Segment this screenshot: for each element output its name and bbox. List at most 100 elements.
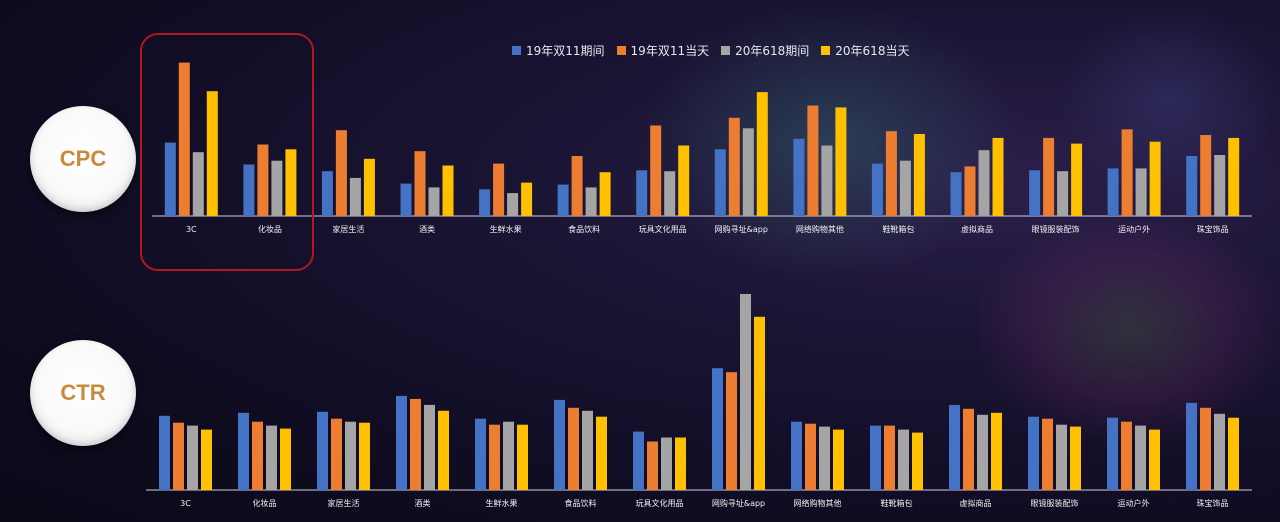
cpc-bar [793,138,805,216]
cpc-badge: CPC [30,106,136,212]
ctr-bar [1056,424,1067,490]
ctr-bar [159,415,170,491]
cpc-bar [807,105,819,216]
cpc-bar [650,125,662,216]
ctr-bar [238,412,249,490]
ctr-bar [819,426,830,490]
ctr-bar [187,425,198,490]
ctr-bar [1121,421,1132,490]
ctr-bar [726,372,737,490]
cpc-bar [349,177,361,216]
ctr-bar [791,421,802,490]
cpc-category-label: 生鲜水果 [490,224,522,234]
ctr-chart: 3C 化妆品 家居生活 酒类 生鲜水果 食品饮料 玩具文化用品 网购寻址&app 网络购物其他 鞋… [146,294,1252,508]
ctr-bar [317,411,328,490]
ctr-bar [201,429,212,490]
cpc-category-label: 虚拟商品 [961,224,993,234]
cpc-bar [1029,170,1041,216]
cpc-category-label: 网购寻址&app [715,224,768,234]
ctr-category-label: 酒类 [415,498,431,508]
cpc-bar [206,91,218,216]
cpc-bar [913,134,925,216]
cpc-bar [1057,171,1069,216]
ctr-bar [1028,416,1039,490]
cpc-bar [335,130,347,216]
cpc-bar [363,158,375,216]
cpc-category-label: 3C [186,225,197,234]
cpc-bar [992,137,1004,216]
ctr-bar [1214,413,1225,490]
cpc-bar [756,92,768,216]
ctr-bar [596,416,607,490]
cpc-bar [400,183,412,216]
ctr-bar [554,399,565,490]
cpc-bar [257,144,269,216]
cpc-bar [521,182,533,216]
background-glow [980,220,1280,440]
ctr-bar [647,441,658,490]
cpc-bar [950,172,962,216]
cpc-bar [821,145,833,216]
ctr-bar [266,425,277,490]
ctr-bar [833,429,844,490]
ctr-bar [438,410,449,490]
cpc-bar [1228,137,1240,216]
legend-item: 19年双11当天 [616,42,710,59]
ctr-bar [991,412,1002,490]
cpc-bar [585,187,597,216]
ctr-bar [475,418,486,490]
ctr-bar [1200,407,1211,490]
ctr-bar [949,404,960,490]
cpc-bar [271,160,283,216]
ctr-category-label: 3C [180,499,191,508]
cpc-category-label: 化妆品 [258,224,282,234]
ctr-bar [675,437,686,490]
legend-item: 19年双11期间 [512,42,605,59]
ctr-bar [661,437,672,490]
cpc-bar [1071,143,1083,216]
legend-swatch [821,46,831,55]
legend-swatch [721,46,731,55]
cpc-bar [164,142,176,216]
cpc-bar [636,170,648,216]
cpc-bar [899,160,911,216]
ctr-bar [1042,418,1053,490]
legend-label: 20年618当天 [835,44,910,58]
chart-legend: 19年双11期间 19年双11当天 20年618期间 20年618当天 [512,42,909,59]
ctr-category-label: 鞋靴箱包 [881,498,913,508]
ctr-category-label: 网购寻址&app [712,498,765,508]
ctr-bar [503,421,514,490]
ctr-bar [1107,417,1118,490]
cpc-bar [728,117,740,216]
ctr-bar [568,407,579,490]
cpc-bar [664,171,676,216]
ctr-bar [173,422,184,490]
cpc-bar [178,62,190,216]
cpc-bar [885,131,897,216]
cpc-bar [1107,168,1119,216]
cpc-category-label: 家居生活 [332,224,364,234]
ctr-bar [331,418,342,490]
cpc-bar [285,149,297,216]
cpc-bar [1149,141,1161,216]
ctr-category-label: 玩具文化用品 [636,498,684,508]
cpc-category-label: 运动户外 [1118,224,1150,234]
ctr-bar [805,423,816,490]
ctr-category-label: 生鲜水果 [486,498,518,508]
ctr-bar [963,408,974,490]
ctr-bar [912,432,923,490]
cpc-bar [978,150,990,216]
legend-label: 19年双11当天 [630,44,710,58]
ctr-category-label: 珠宝饰品 [1197,498,1229,508]
ctr-bar [898,429,909,490]
ctr-category-label: 眼镜服装配饰 [1031,498,1079,508]
ctr-bar [1135,425,1146,490]
cpc-category-label: 酒类 [419,224,435,234]
cpc-bar [428,187,440,216]
cpc-bar [243,164,255,216]
ctr-bar [1149,429,1160,490]
ctr-bar [754,316,765,491]
background-glow [1060,0,1280,200]
ctr-bar [252,421,263,490]
